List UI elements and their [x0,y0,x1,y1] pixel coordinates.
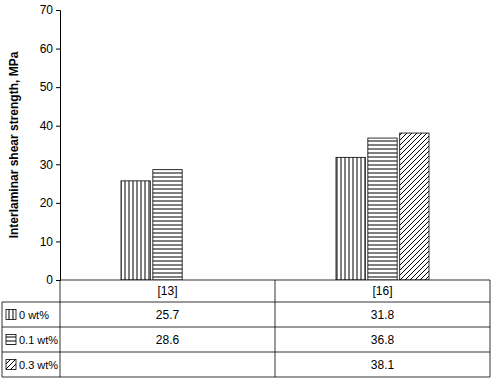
y-tick-label: 70 [40,3,54,17]
data-table: [13] [16] 0 wt% 25.7 31.8 0.1 wt% 28.6 36.8 0.3 … [2,280,490,377]
data-label: 38.1 [371,358,395,372]
legend-swatch [6,360,16,370]
category-label: [16] [372,284,392,298]
table-line [490,280,491,377]
y-tick: 40 [40,119,60,133]
y-tick-mark [56,164,60,165]
y-tick-label: 10 [40,235,54,249]
table-line [60,280,61,377]
y-tick-mark [56,10,60,11]
data-label: 28.6 [156,333,180,347]
table-line [2,377,490,378]
y-tick-label: 30 [40,158,54,172]
y-tick: 10 [40,235,60,249]
y-tick-mark [56,203,60,204]
data-label: 25.7 [156,308,180,322]
table-line [2,302,3,377]
y-tick-mark [56,241,60,242]
y-tick-mark [56,126,60,127]
table-line [275,280,276,377]
table-line [2,327,490,328]
bars [121,133,429,280]
data-label: 31.8 [371,308,395,322]
legend-swatch [6,335,16,345]
legend-label: 0.3 wt% [19,359,58,371]
y-tick-mark [56,280,60,281]
table-line [2,302,490,303]
bar [121,181,150,280]
bar [153,170,182,280]
y-tick-label: 50 [40,80,54,94]
y-tick-label: 20 [40,196,54,210]
y-axis: 0 10 20 30 40 50 60 70 [40,3,61,287]
y-tick-mark [56,87,60,88]
legend-swatch [6,310,16,320]
bar [368,138,397,280]
category-label: [13] [157,284,177,298]
table-line [2,352,490,353]
y-tick: 20 [40,196,60,210]
y-tick-label: 60 [40,42,54,56]
y-tick: 30 [40,158,60,172]
y-tick-label: 0 [46,273,53,287]
y-axis-line [56,11,61,281]
legend-label: 0.1 wt% [19,334,58,346]
bar [400,133,429,280]
y-tick: 0 [46,273,60,287]
y-tick: 60 [40,42,60,56]
y-tick: 70 [40,3,60,17]
legend-label: 0 wt% [19,309,49,321]
chart-container: 0 10 20 30 40 50 60 70 Interlaminar shear streng… [0,0,500,386]
data-label: 36.8 [371,333,395,347]
y-tick-label: 40 [40,119,54,133]
y-axis-title: Interlaminar shear strength, MPa [7,51,21,238]
y-tick-mark [56,49,60,50]
chart-svg: 0 10 20 30 40 50 60 70 Interlaminar shear streng… [0,0,500,386]
bar [336,157,365,280]
y-tick: 50 [40,80,60,94]
